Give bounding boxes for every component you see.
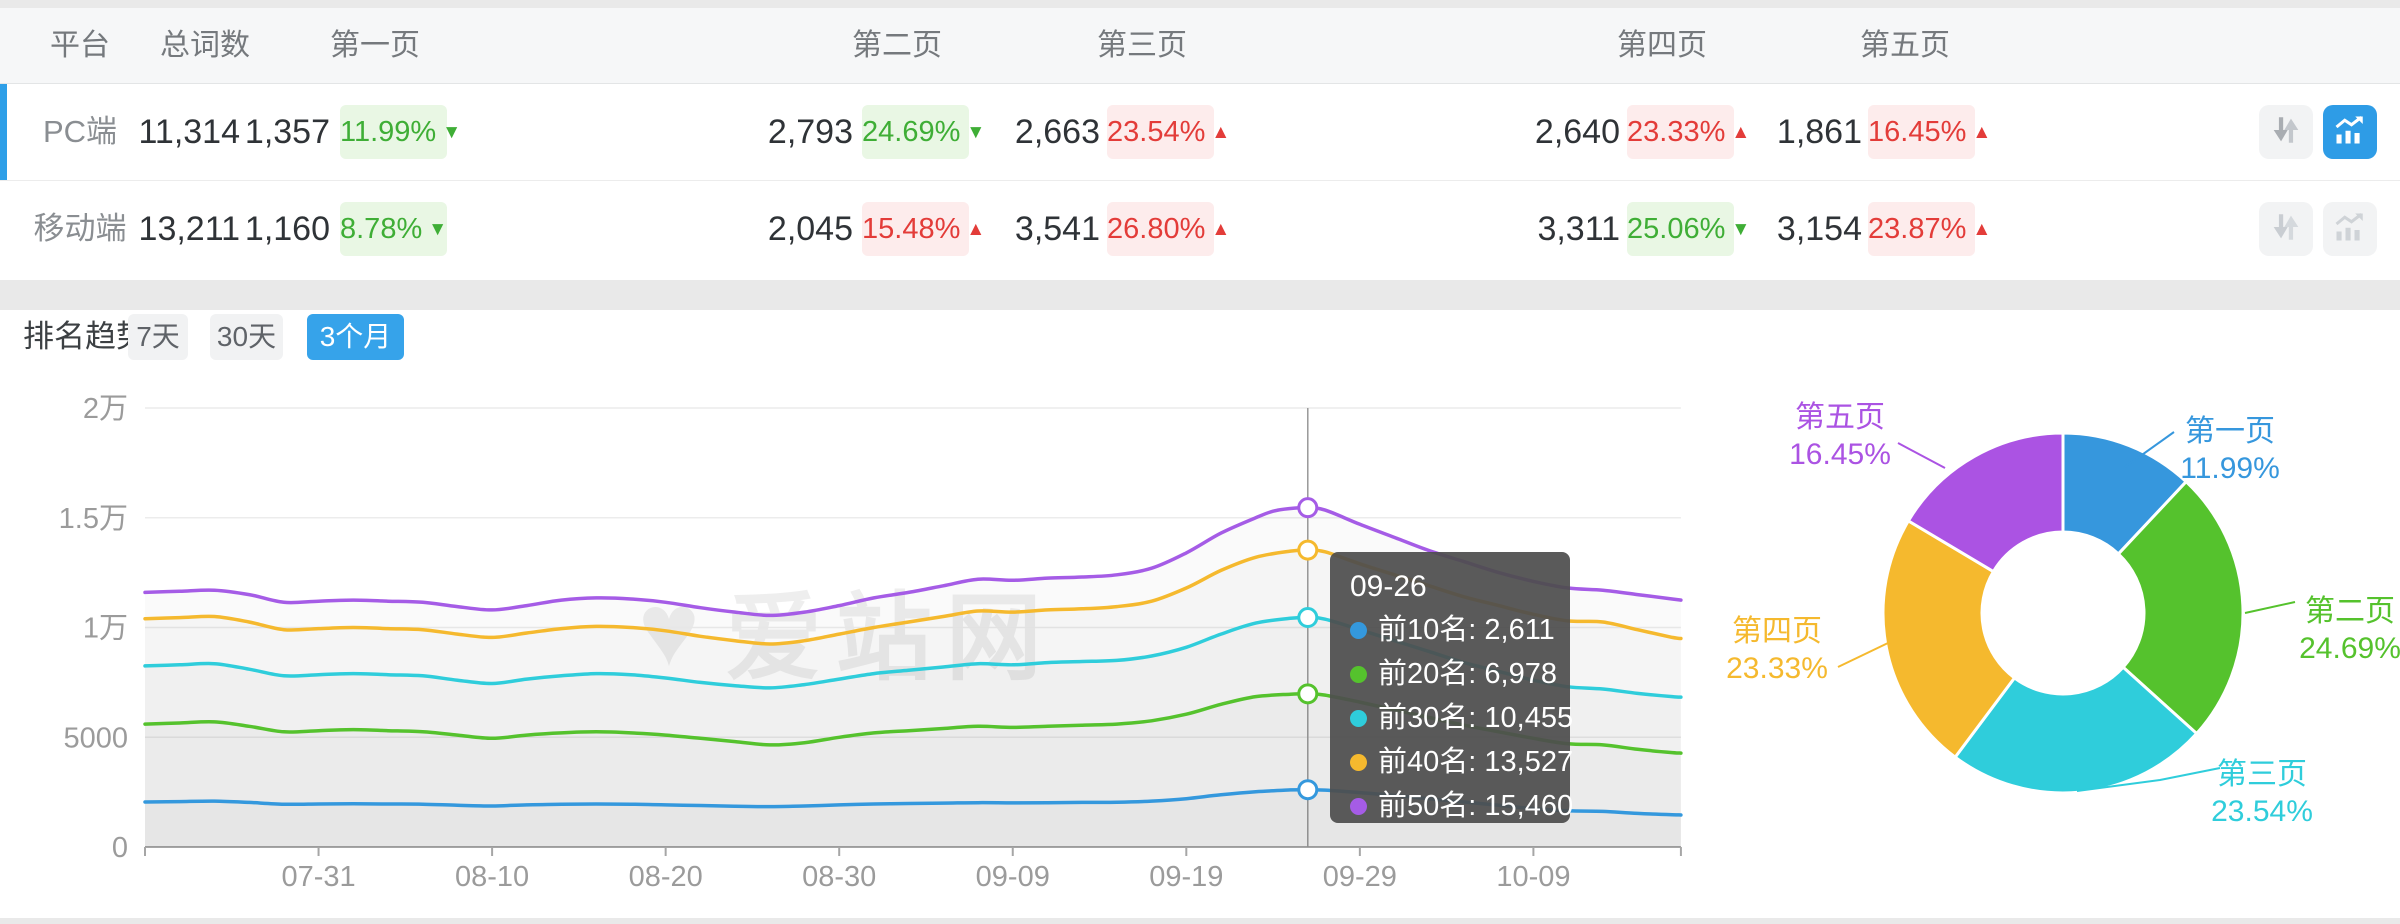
trend-arrow-icon: ▲ xyxy=(1211,219,1231,240)
platform-label: 移动端 xyxy=(33,211,127,246)
trend-arrow-icon: ▼ xyxy=(1731,219,1751,240)
tab-3-months[interactable]: 3个月 xyxy=(307,314,404,360)
page5-count: 1,861 xyxy=(1776,113,1862,151)
donut-label-page2: 第二页 24.69% xyxy=(2299,595,2400,665)
svg-text:07-31: 07-31 xyxy=(281,861,355,893)
col-header-total: 总词数 xyxy=(160,29,250,62)
page3-pct-badge: 26.80% ▲ xyxy=(1107,202,1230,256)
page2-pct-badge: 15.48% ▲ xyxy=(862,202,985,256)
col-header-page1: 第一页 xyxy=(330,29,420,62)
page1-count: 1,357 xyxy=(244,113,330,151)
donut-label-page5: 第五页 16.45% xyxy=(1789,401,1891,471)
table-row-mobile[interactable]: 移动端 13,211 1,160 8.78% ▼ 2,045 15.48% ▲ 3,… xyxy=(0,181,2400,277)
col-header-page5: 第五页 xyxy=(1860,29,1950,62)
trend-chart-icon xyxy=(2332,112,2368,153)
donut-label-page4: 第四页 23.33% xyxy=(1726,615,1828,685)
page2-count: 2,045 xyxy=(767,210,853,248)
table-header: 平台 总词数 第一页 第二页 第三页 第四页 第五页 xyxy=(0,8,2400,84)
svg-text:1.5万: 1.5万 xyxy=(59,503,128,535)
platform-label: PC端 xyxy=(42,114,118,149)
series-dot xyxy=(1350,753,1367,771)
sort-arrows-icon xyxy=(2269,113,2303,152)
svg-text:09-29: 09-29 xyxy=(1323,861,1397,893)
page1-pct-badge: 11.99% ▼ xyxy=(340,105,461,159)
page2-count: 2,793 xyxy=(767,113,853,151)
tab-30-days[interactable]: 30天 xyxy=(210,314,283,360)
trend-arrow-icon: ▲ xyxy=(1211,122,1231,143)
tooltip-row: 前40名: 13,527 xyxy=(1350,740,1573,784)
page5-pct-badge: 23.87% ▲ xyxy=(1868,202,1991,256)
page3-count: 2,663 xyxy=(1014,113,1100,151)
col-header-page2: 第二页 xyxy=(852,29,942,62)
svg-text:0: 0 xyxy=(112,832,128,864)
show-trend-chart-button[interactable] xyxy=(2323,202,2377,256)
tooltip-row: 前20名: 6,978 xyxy=(1350,652,1570,696)
selected-row-indicator xyxy=(0,84,7,180)
trend-chart-icon xyxy=(2332,209,2368,250)
trend-arrow-icon: ▼ xyxy=(966,122,986,143)
col-header-page3: 第三页 xyxy=(1097,29,1187,62)
page2-pct-badge: 24.69% ▼ xyxy=(862,105,985,159)
series-dot xyxy=(1350,665,1367,683)
sort-button[interactable] xyxy=(2259,202,2313,256)
trend-arrow-icon: ▲ xyxy=(1972,122,1992,143)
tooltip-row: 前10名: 2,611 xyxy=(1350,608,1570,652)
trend-arrow-icon: ▲ xyxy=(1972,219,1992,240)
svg-text:08-30: 08-30 xyxy=(802,861,876,893)
svg-text:1万: 1万 xyxy=(83,613,128,645)
page5-pct-badge: 16.45% ▲ xyxy=(1868,105,1991,159)
total-words-value: 13,211 xyxy=(138,210,240,248)
show-trend-chart-button[interactable] xyxy=(2323,105,2377,159)
page5-count: 3,154 xyxy=(1776,210,1862,248)
page3-count: 3,541 xyxy=(1014,210,1100,248)
svg-text:08-10: 08-10 xyxy=(455,861,529,893)
tab-7-days[interactable]: 7天 xyxy=(128,314,188,360)
page4-pct-badge: 23.33% ▲ xyxy=(1627,105,1750,159)
series-dot xyxy=(1350,709,1367,727)
chart-tooltip: 09-26 前10名: 2,611 前20名: 6,978 前30名: 10,4… xyxy=(1330,552,1573,823)
svg-text:08-20: 08-20 xyxy=(629,861,703,893)
page1-count: 1,160 xyxy=(244,210,330,248)
svg-text:2万: 2万 xyxy=(83,393,128,425)
table-row-pc[interactable]: PC端 11,314 1,357 11.99% ▼ 2,793 24.69% ▼ 2… xyxy=(0,84,2400,181)
tooltip-row: 前30名: 10,455 xyxy=(1350,696,1573,740)
svg-text:10-09: 10-09 xyxy=(1496,861,1570,893)
series-dot xyxy=(1350,621,1367,639)
tooltip-date: 09-26 xyxy=(1350,570,1427,603)
ranking-table: 平台 总词数 第一页 第二页 第三页 第四页 第五页 PC端 11,314 1,… xyxy=(0,8,2400,280)
svg-text:5000: 5000 xyxy=(63,722,128,754)
trend-title: 排名趋势 xyxy=(23,319,147,354)
series-dot xyxy=(1350,797,1367,815)
tooltip-row: 前50名: 15,460 xyxy=(1350,784,1573,828)
sort-arrows-icon xyxy=(2269,210,2303,249)
total-words-value: 11,314 xyxy=(138,113,240,151)
col-header-platform: 平台 xyxy=(50,29,110,62)
trend-arrow-icon: ▲ xyxy=(966,219,986,240)
trend-arrow-icon: ▼ xyxy=(442,122,462,143)
trend-panel: 排名趋势 7天 30天 3个月 ♥ 爱站网 050001万1.5万2万07-31… xyxy=(0,310,2400,918)
trend-arrow-icon: ▼ xyxy=(428,219,448,240)
col-header-page4: 第四页 xyxy=(1617,29,1707,62)
page4-count: 2,640 xyxy=(1534,113,1620,151)
trend-line-chart[interactable]: 0 5000 1万 1.5万 2万 07-31 08-10 08-20 08-30 09-09 09… xyxy=(0,310,2400,918)
svg-text:09-09: 09-09 xyxy=(976,861,1050,893)
page4-pct-badge: 25.06% ▼ xyxy=(1627,202,1750,256)
page3-pct-badge: 23.54% ▲ xyxy=(1107,105,1230,159)
page4-count: 3,311 xyxy=(1537,210,1620,248)
trend-panel-header: 排名趋势 7天 30天 3个月 xyxy=(0,314,2400,360)
trend-arrow-icon: ▲ xyxy=(1731,122,1751,143)
donut-label-page1: 第一页 11.99% xyxy=(2180,415,2280,485)
donut-label-page3: 第三页 23.54% xyxy=(2211,758,2313,828)
page1-pct-badge: 8.78% ▼ xyxy=(340,202,447,256)
sort-button[interactable] xyxy=(2259,105,2313,159)
svg-text:09-19: 09-19 xyxy=(1149,861,1223,893)
